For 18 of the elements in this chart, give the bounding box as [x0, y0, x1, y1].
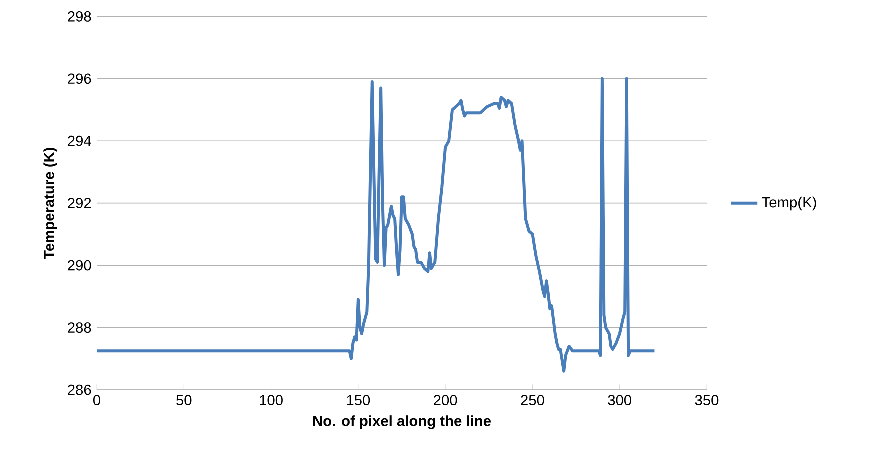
- y-tick-label: 294: [68, 136, 92, 146]
- x-axis-title: No. of pixel along the line: [313, 416, 492, 430]
- y-tick-label: 292: [68, 198, 92, 209]
- x-tick-label: 0: [93, 395, 100, 406]
- x-tick-label: 100: [260, 395, 283, 406]
- y-tick-label: 290: [68, 260, 92, 271]
- x-tick-label: 150: [347, 395, 370, 406]
- x-tick-label: 250: [521, 395, 544, 406]
- x-tick-label: 300: [608, 395, 632, 406]
- y-tick-label: 296: [68, 74, 92, 84]
- y-tick-label: 298: [68, 11, 92, 22]
- x-tick-label: 200: [434, 395, 458, 406]
- y-tick-label: 286: [68, 384, 92, 396]
- legend-label: Temp(K): [762, 196, 816, 211]
- x-tick-label: 350: [695, 395, 719, 406]
- y-tick-label: 288: [68, 322, 92, 333]
- x-tick-label: 50: [176, 395, 192, 406]
- y-axis-title: Temperature (K): [44, 148, 58, 260]
